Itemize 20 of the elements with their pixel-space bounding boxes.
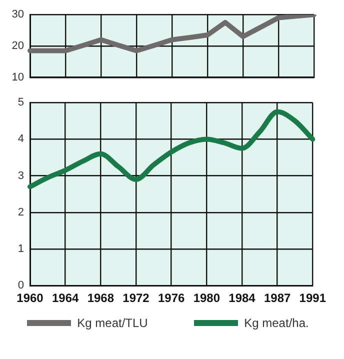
x-tick-label: 1991 [299,291,326,306]
y-tick-label: 30 [12,8,24,21]
legend-label: Kg meat/TLU [77,316,148,330]
legend-label: Kg meat/ha. [244,316,309,330]
x-tick-label: 1984 [228,291,256,306]
y-tick-label: 0 [18,280,24,292]
y-tick-label: 3 [18,170,24,182]
x-tick-label: 1987 [264,291,291,306]
x-tick-label: 1976 [158,291,185,306]
x-tick-label: 1960 [16,291,44,306]
x-tick-label: 1964 [52,291,79,306]
x-tick-label: 1972 [122,291,150,306]
y-tick-label: 4 [18,133,24,146]
y-tick-label: 1 [18,243,24,256]
x-tick-label: 1980 [193,291,220,306]
y-tick-label: 5 [18,96,24,109]
x-tick-label: 1968 [87,291,114,306]
y-tick-label: 10 [12,71,24,84]
y-tick-label: 2 [18,206,24,218]
y-tick-label: 20 [12,40,24,52]
